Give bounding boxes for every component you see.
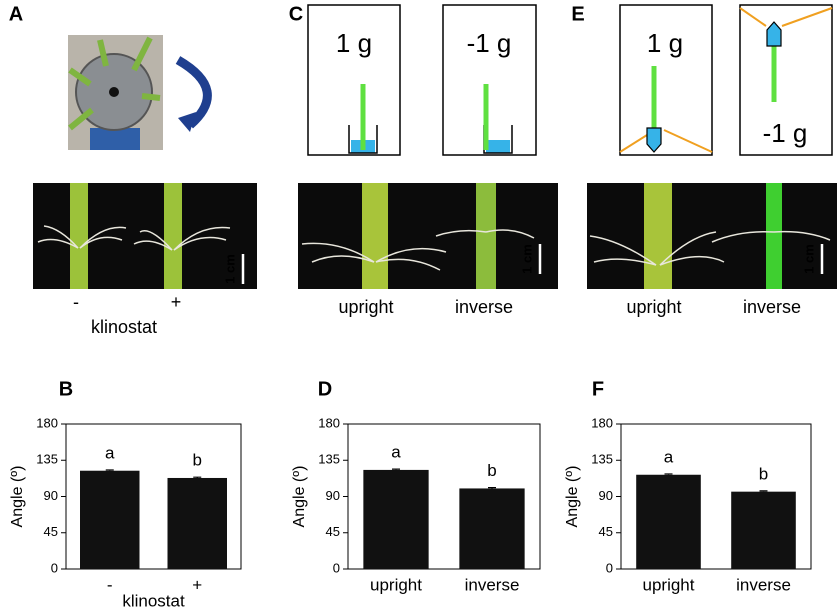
caption: - <box>73 292 79 312</box>
rotation-arrowhead <box>178 112 196 132</box>
y-tick-label: 135 <box>318 452 340 467</box>
x-axis-label: klinostat <box>122 591 185 609</box>
caption: 1 cm <box>222 254 237 284</box>
caption: upright <box>338 297 393 317</box>
y-tick-label: 0 <box>51 560 58 575</box>
caption: 1 g <box>336 28 372 58</box>
stem-photo <box>587 183 837 289</box>
error-bar <box>488 487 496 489</box>
panel-label: B <box>59 378 73 400</box>
significance-letter: b <box>487 461 496 480</box>
caption: upright <box>626 297 681 317</box>
significance-letter: b <box>759 464 768 483</box>
y-tick-label: 180 <box>318 415 340 430</box>
y-tick-label: 45 <box>326 524 340 539</box>
panel-label: E <box>571 3 584 25</box>
caption: 1 cm <box>519 244 534 274</box>
caption: klinostat <box>91 317 157 337</box>
caption: 1 cm <box>801 244 816 274</box>
stem-photo <box>33 183 257 289</box>
y-tick-label: 135 <box>36 452 58 467</box>
error-bar <box>392 468 400 470</box>
stem-photo <box>298 183 558 289</box>
caption: inverse <box>455 297 513 317</box>
x-tick-label: upright <box>643 575 695 594</box>
bar <box>731 491 796 569</box>
y-tick-label: 180 <box>591 415 613 430</box>
y-tick-label: 90 <box>326 488 340 503</box>
significance-letter: a <box>391 443 401 462</box>
gravity-schematic <box>619 4 833 156</box>
bar <box>459 488 525 569</box>
panel-label: F <box>592 378 604 400</box>
bar <box>80 470 140 569</box>
y-tick-label: 45 <box>44 524 58 539</box>
scale-bars <box>241 244 824 284</box>
caption: inverse <box>743 297 801 317</box>
x-tick-label: + <box>192 575 202 594</box>
y-tick-label: 0 <box>333 560 340 575</box>
caption: -1 g <box>467 28 512 58</box>
panel-label: D <box>318 378 332 400</box>
x-tick-label: inverse <box>465 575 520 594</box>
klinostat-photo <box>68 35 163 150</box>
x-tick-label: - <box>107 575 113 594</box>
significance-letter: a <box>105 443 115 462</box>
error-bar <box>105 469 114 471</box>
significance-letter: a <box>664 447 674 466</box>
y-tick-label: 90 <box>599 488 613 503</box>
x-tick-label: inverse <box>736 575 791 594</box>
caption: -1 g <box>763 118 808 148</box>
error-bar <box>193 476 202 478</box>
x-tick-label: upright <box>370 575 422 594</box>
panel-label: C <box>289 3 303 25</box>
bar <box>167 477 227 569</box>
caption: + <box>171 292 182 312</box>
y-axis-label: Angle (º) <box>564 466 581 528</box>
caption: 1 g <box>647 28 683 58</box>
bar <box>363 469 429 569</box>
error-bar <box>664 473 673 475</box>
panel-label: A <box>9 3 23 25</box>
gravity-schematic <box>307 4 537 156</box>
y-tick-label: 0 <box>606 560 613 575</box>
error-bar <box>759 490 768 492</box>
y-tick-label: 135 <box>591 452 613 467</box>
y-axis-label: Angle (º) <box>291 466 308 528</box>
y-tick-label: 45 <box>599 524 613 539</box>
y-tick-label: 180 <box>36 415 58 430</box>
rotation-arrow <box>175 56 212 129</box>
y-tick-label: 90 <box>44 488 58 503</box>
y-axis-label: Angle (º) <box>9 466 26 528</box>
bar <box>636 474 701 569</box>
significance-letter: b <box>193 451 202 470</box>
